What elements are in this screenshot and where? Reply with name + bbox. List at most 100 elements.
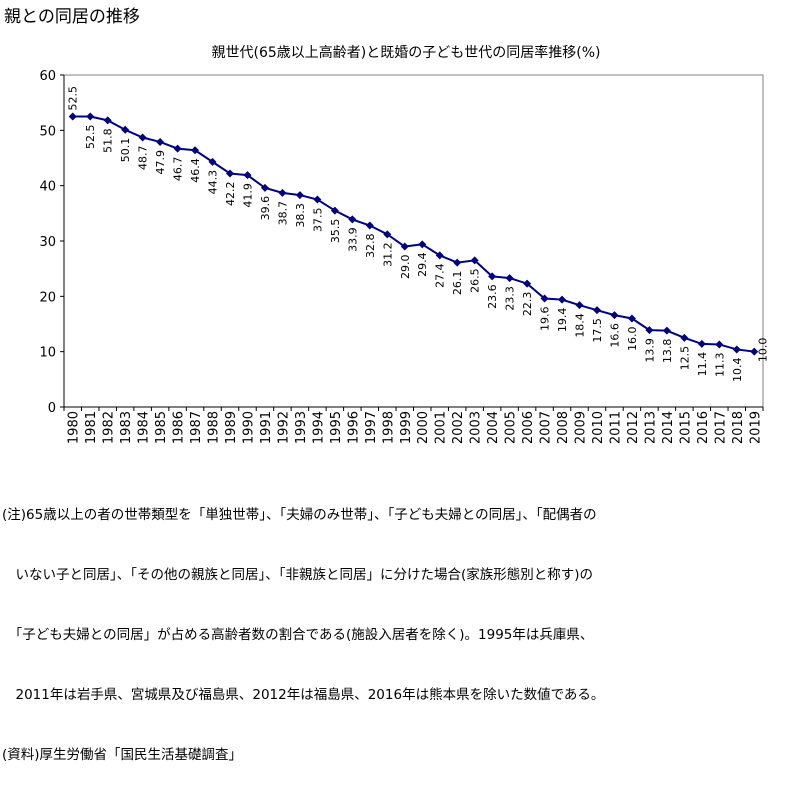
x-tick-label: 1987 [189, 411, 204, 444]
data-point [540, 294, 549, 303]
x-tick-label: 2010 [591, 411, 606, 444]
x-tick-label: 2012 [626, 411, 641, 444]
data-label: 52.5 [84, 125, 97, 150]
x-tick-label: 1982 [102, 411, 117, 444]
data-label: 12.5 [678, 346, 691, 371]
data-label: 35.5 [329, 219, 342, 244]
data-label: 47.9 [154, 150, 167, 175]
x-tick-labels: 1980 1981 1982 1983 1984 1985 1986 1987 1988 1989… [67, 411, 764, 444]
x-tick-label: 2019 [748, 411, 763, 444]
data-point [645, 326, 654, 335]
y-tick-label: 40 [39, 180, 56, 195]
data-labels: 52.5 52.5 51.8 50.1 48.7 47.9 46.7 46.4 44.3 42.2… [67, 86, 770, 382]
data-label: 46.4 [189, 158, 202, 183]
data-point [156, 137, 165, 146]
page-title: 親との同居の推移 [4, 7, 140, 27]
data-point [121, 125, 130, 134]
data-label: 19.6 [539, 307, 552, 332]
data-point [313, 195, 322, 204]
chart-title: 親世代(65歳以上高齢者)と既婚の子ども世代の同居率推移(%) [212, 44, 601, 61]
x-tick-label: 2017 [713, 411, 728, 444]
x-tick-label: 1981 [84, 411, 99, 444]
x-tick-label: 1991 [259, 411, 274, 444]
data-point [750, 347, 759, 356]
data-label: 11.4 [696, 352, 709, 377]
y-tick-label: 30 [39, 235, 56, 250]
data-point [435, 251, 444, 260]
data-point [260, 183, 269, 192]
data-label: 13.9 [643, 338, 656, 363]
y-tick-label: 10 [39, 346, 56, 361]
data-point [732, 345, 741, 354]
x-tick-label: 1989 [224, 411, 239, 444]
x-tick-label: 2007 [539, 411, 554, 444]
data-label: 29.0 [399, 255, 412, 279]
data-label: 41.9 [241, 183, 254, 208]
data-point [191, 146, 200, 155]
data-label: 23.6 [486, 284, 499, 309]
series [68, 112, 759, 356]
x-tick-label: 1985 [154, 411, 169, 444]
data-point [575, 301, 584, 310]
data-label: 52.5 [67, 86, 80, 111]
data-point [662, 326, 671, 335]
data-label: 38.3 [294, 203, 307, 228]
data-point [488, 272, 497, 281]
x-tick-label: 2001 [434, 411, 449, 444]
note-line: 「子ども夫婦との同居」が占める高齢者数の割合である(施設入居者を除く)。1995… [2, 627, 594, 643]
data-label: 29.4 [416, 252, 429, 277]
data-label: 51.8 [102, 128, 115, 153]
x-tick-label: 2000 [416, 411, 431, 444]
x-tick-label: 2005 [504, 411, 519, 444]
data-label: 18.4 [574, 313, 587, 338]
x-tick-label: 1993 [294, 411, 309, 444]
data-point [86, 112, 95, 121]
data-label: 38.7 [276, 201, 289, 226]
data-point [592, 306, 601, 315]
data-label: 46.7 [172, 157, 185, 182]
data-label: 26.5 [469, 268, 482, 293]
axes [60, 74, 764, 411]
data-point [243, 171, 252, 180]
data-point [348, 215, 357, 224]
data-label: 44.3 [207, 170, 220, 195]
data-label: 11.3 [713, 352, 726, 377]
data-point [138, 133, 147, 142]
x-tick-label: 2008 [556, 411, 571, 444]
x-tick-label: 1988 [207, 411, 222, 444]
x-tick-label: 1996 [346, 411, 361, 444]
x-tick-label: 1983 [119, 411, 134, 444]
note-line: 2011年は岩手県、宮城県及び福島県、2012年は福島県、2016年は熊本県を除… [2, 687, 605, 703]
x-tick-label: 1990 [241, 411, 256, 444]
x-tick-label: 2018 [731, 411, 746, 444]
x-tick-label: 2002 [451, 411, 466, 444]
data-point [523, 279, 532, 288]
x-tick-label: 1998 [381, 411, 396, 444]
x-tick-label: 2003 [469, 411, 484, 444]
data-point [68, 112, 77, 121]
data-point [453, 258, 462, 267]
line-chart: 親世代(65歳以上高齢者)と既婚の子ども世代の同居率推移(%) 1980 1981… [39, 44, 770, 444]
note-line: (注)65歳以上の者の世帯類型を「単独世帯」、「夫婦のみ世帯」、「子ども夫婦との… [2, 507, 597, 523]
x-tick-label: 2015 [678, 411, 693, 444]
x-tick-label: 1980 [67, 411, 82, 444]
data-label: 23.3 [504, 286, 517, 311]
data-label: 10.4 [731, 357, 744, 382]
x-tick-label: 2009 [574, 411, 589, 444]
data-point [610, 311, 619, 320]
data-point [400, 242, 409, 251]
x-tick-label: 2014 [661, 411, 676, 444]
data-label: 39.6 [259, 196, 272, 221]
y-tick-labels: 0 10 20 30 40 50 60 [39, 69, 56, 416]
data-point [208, 157, 217, 166]
data-point [715, 340, 724, 349]
y-tick-label: 20 [39, 290, 56, 305]
data-label: 16.6 [608, 323, 621, 348]
data-label: 48.7 [137, 146, 150, 171]
x-tick-label: 2013 [643, 411, 658, 444]
data-point [697, 339, 706, 348]
data-label: 27.4 [434, 263, 447, 288]
plot-area [63, 74, 764, 408]
data-label: 32.8 [364, 234, 377, 258]
data-point [295, 191, 304, 200]
